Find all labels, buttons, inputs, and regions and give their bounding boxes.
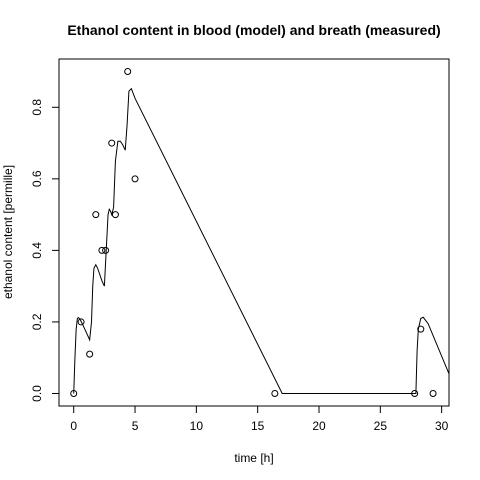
x-tick-label: 30 — [435, 419, 449, 433]
measured-point — [271, 389, 279, 397]
x-tick-label: 5 — [132, 419, 139, 433]
x-tick-label: 10 — [190, 419, 204, 433]
y-tick-label: 0.2 — [30, 313, 44, 330]
measured-point — [131, 175, 139, 183]
x-axis: 0 5 10 15 20 25 30 — [70, 405, 449, 433]
x-axis-label: time [h] — [234, 451, 273, 465]
measured-point — [92, 211, 100, 219]
y-tick-label: 0.8 — [30, 99, 44, 116]
x-tick-label: 20 — [312, 419, 326, 433]
y-tick-label: 0.0 — [30, 385, 44, 402]
measured-point — [102, 246, 110, 254]
measured-point — [417, 325, 425, 333]
x-tick-label: 15 — [251, 419, 265, 433]
x-tick-label: 25 — [374, 419, 388, 433]
y-axis-label: ethanol content [permille] — [1, 165, 15, 299]
y-axis: 0.0 0.2 0.4 0.6 0.8 — [30, 99, 60, 402]
measured-point — [70, 389, 78, 397]
measured-point — [86, 350, 94, 358]
model-series-line — [73, 87, 450, 394]
y-tick-label: 0.4 — [30, 242, 44, 259]
measured-point — [108, 139, 116, 147]
plot-frame — [58, 58, 450, 407]
measured-point — [124, 68, 132, 76]
measured-point — [411, 389, 419, 397]
measured-point — [77, 318, 85, 326]
plot-area — [70, 68, 450, 397]
y-tick-label: 0.6 — [30, 170, 44, 187]
measured-point — [98, 246, 106, 254]
measured-point — [429, 389, 437, 397]
x-tick-label: 0 — [70, 419, 77, 433]
chart-title: Ethanol content in blood (model) and bre… — [67, 22, 440, 38]
measured-point — [111, 211, 119, 219]
